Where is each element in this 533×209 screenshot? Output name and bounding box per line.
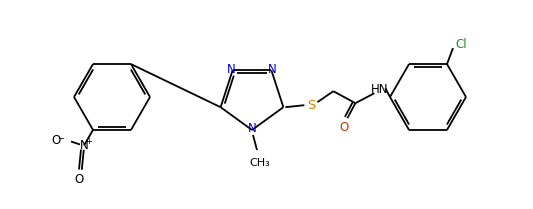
Text: S: S [307,99,316,112]
Text: N: N [268,63,277,76]
Text: +: + [86,137,92,146]
Text: N: N [227,63,236,76]
Text: CH₃: CH₃ [249,158,270,168]
Text: O: O [340,121,349,134]
Text: Cl: Cl [455,38,467,51]
Text: O: O [52,134,61,147]
Text: −: − [57,134,64,143]
Text: HN: HN [370,83,388,96]
Text: N: N [79,139,88,152]
Text: O: O [75,173,84,186]
Text: N: N [248,121,256,135]
